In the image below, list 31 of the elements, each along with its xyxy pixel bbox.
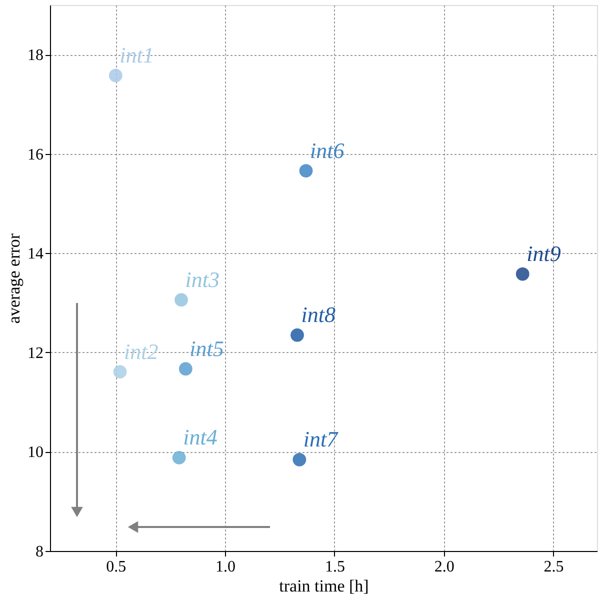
point bbox=[516, 267, 530, 281]
series-label: int5 bbox=[190, 336, 224, 361]
point bbox=[178, 362, 192, 376]
point bbox=[108, 68, 122, 82]
y-tick-label: 8 bbox=[36, 544, 44, 560]
y-tick-label: 14 bbox=[28, 246, 44, 263]
y-tick-label: 18 bbox=[28, 47, 44, 64]
x-tick-label: 1.0 bbox=[216, 558, 236, 576]
x-tick-label: 2.5 bbox=[544, 558, 564, 576]
x-tick-label: 0.5 bbox=[106, 558, 126, 576]
point bbox=[172, 450, 186, 464]
y-tick-label: 16 bbox=[28, 146, 44, 164]
series-label: int1 bbox=[120, 42, 154, 68]
series-label: int8 bbox=[301, 302, 336, 328]
x-axis-title: train time [h] bbox=[279, 576, 369, 596]
x-tick-label: 2.0 bbox=[434, 558, 454, 576]
y-tick-label: 12 bbox=[28, 344, 44, 362]
series-label: int6 bbox=[310, 138, 344, 163]
series-label: int9 bbox=[526, 241, 561, 266]
y-tick-label: 10 bbox=[28, 444, 44, 462]
series-label: int2 bbox=[124, 338, 158, 364]
series-label: int4 bbox=[183, 424, 218, 450]
series-label: int3 bbox=[185, 266, 220, 292]
series-label: int7 bbox=[303, 426, 339, 452]
point bbox=[299, 164, 313, 178]
y-axis-title: average error bbox=[4, 233, 24, 324]
point bbox=[113, 365, 127, 379]
point bbox=[174, 293, 188, 307]
x-tick-label: 1.5 bbox=[324, 558, 345, 576]
point bbox=[290, 328, 304, 342]
point bbox=[292, 452, 306, 466]
